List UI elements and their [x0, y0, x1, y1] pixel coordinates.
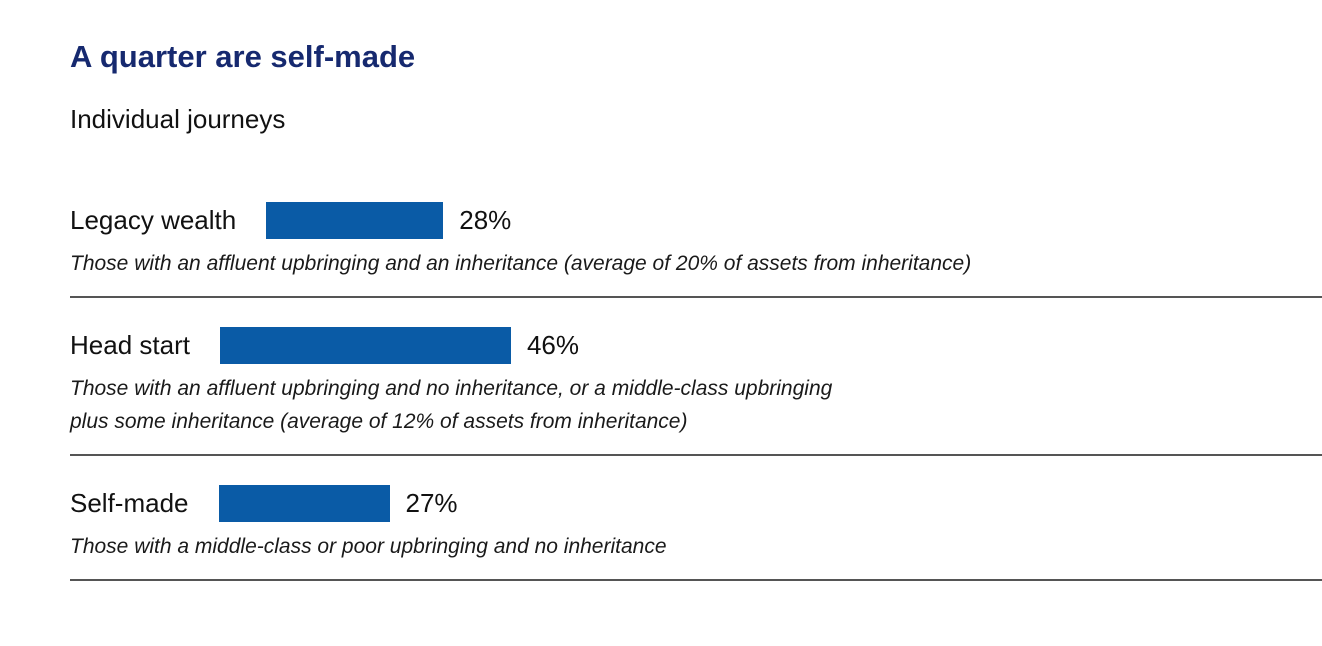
bar-line: Self-made 27% [70, 484, 1322, 522]
category-description: Those with an affluent upbringing and an… [70, 252, 972, 276]
value-label: 46% [526, 329, 579, 360]
category-description: Those with a middle-class or poor upbrin… [70, 535, 667, 559]
category-label: Legacy wealth [70, 204, 237, 235]
journey-row-self-made: Self-made 27% Those with a middle-class … [70, 484, 1322, 582]
category-label: Self-made [70, 487, 189, 518]
journey-row-head-start: Head start 46% Those with an affluent up… [70, 326, 1322, 457]
value-label: 28% [459, 204, 512, 235]
bar-line: Legacy wealth 28% [70, 201, 1322, 239]
bar-rows: Legacy wealth 28% Those with an affluent… [70, 201, 1322, 582]
value-label: 27% [405, 487, 458, 518]
chart-title: A quarter are self-made [70, 39, 416, 74]
divider [70, 296, 1322, 299]
bar-legacy-wealth [266, 201, 444, 239]
journey-row-legacy-wealth: Legacy wealth 28% Those with an affluent… [70, 201, 1322, 299]
category-label: Head start [70, 329, 190, 360]
bar-line: Head start 46% [70, 326, 1322, 364]
divider [70, 579, 1322, 582]
category-description: Those with an affluent upbringing and no… [70, 377, 833, 434]
bar-self-made [218, 484, 390, 522]
divider [70, 454, 1322, 457]
bar-head-start [219, 326, 511, 364]
chart-subtitle: Individual journeys [70, 104, 286, 135]
